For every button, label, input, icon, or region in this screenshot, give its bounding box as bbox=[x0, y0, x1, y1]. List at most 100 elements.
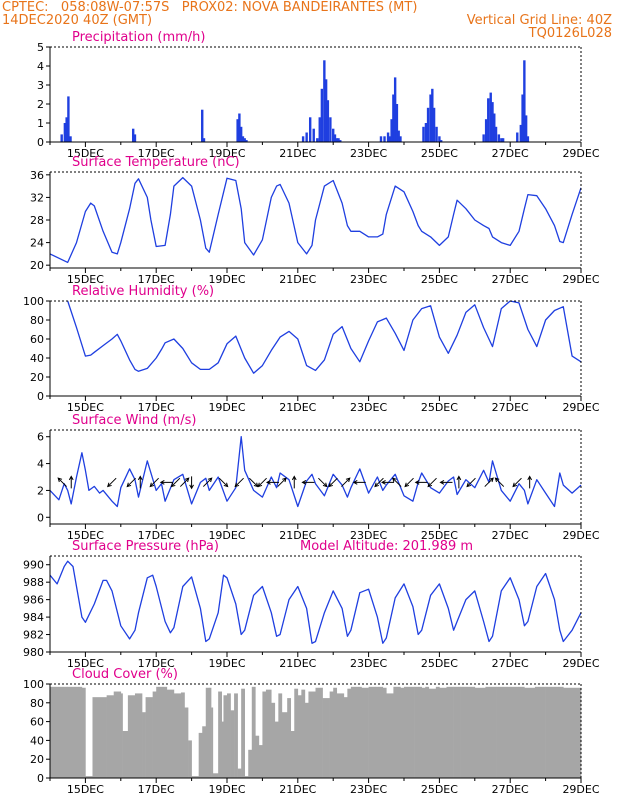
pres-x-tick-label: 23DEC bbox=[350, 657, 387, 670]
cloud-area-segment bbox=[106, 695, 115, 778]
precip-bar bbox=[432, 107, 436, 142]
rh-y-tick-label: 100 bbox=[23, 295, 44, 308]
precip-bar bbox=[390, 119, 393, 142]
wind-arrow bbox=[341, 477, 351, 487]
pres-x-tick-label: 21DEC bbox=[279, 657, 316, 670]
cloud-y-tick-label: 80 bbox=[30, 697, 44, 710]
wind-y-tick-label: 2 bbox=[37, 484, 44, 497]
precip-bar bbox=[324, 79, 328, 142]
temp-y-tick-label: 28 bbox=[30, 214, 44, 227]
cloud-area-segment bbox=[262, 691, 267, 778]
precip-bar bbox=[301, 136, 305, 142]
wind-x-tick-label: 17DEC bbox=[138, 529, 175, 542]
temp-x-tick-label: 23DEC bbox=[350, 273, 387, 286]
pres-x-tick-label: 27DEC bbox=[492, 657, 529, 670]
wind-arrow bbox=[374, 477, 384, 488]
precip-bar bbox=[497, 134, 501, 142]
precip-bar bbox=[395, 104, 399, 142]
rh-title: Relative Humidity (%) bbox=[72, 284, 214, 299]
precip-y-tick-label: 2 bbox=[37, 98, 44, 111]
cloud-area-segment bbox=[134, 693, 143, 778]
precip-x-tick-label: 29DEC bbox=[562, 147, 599, 160]
pres-x-tick-label: 17DEC bbox=[138, 657, 175, 670]
wind-arrow bbox=[170, 477, 181, 488]
precip-bar bbox=[521, 94, 524, 142]
precip-bar bbox=[60, 134, 63, 142]
precip-bar bbox=[484, 119, 488, 142]
precip-bar bbox=[243, 138, 246, 142]
wind-arrow bbox=[391, 477, 402, 487]
cloud-x-tick-label: 27DEC bbox=[492, 783, 529, 796]
cloud-x-tick-label: 21DEC bbox=[279, 783, 316, 796]
wind-y-tick-label: 4 bbox=[37, 458, 44, 471]
cloud-area-segment bbox=[221, 721, 224, 778]
precip-y-tick-label: 0 bbox=[37, 136, 44, 149]
pres-y-tick-label: 990 bbox=[23, 559, 44, 572]
precip-bar bbox=[241, 136, 245, 142]
precip-bar bbox=[133, 134, 137, 142]
rh-y-tick-label: 0 bbox=[37, 390, 44, 403]
cloud-area-segment bbox=[241, 688, 245, 778]
precip-bar bbox=[67, 96, 70, 142]
cloud-area-segment bbox=[173, 693, 182, 778]
wind-title: Surface Wind (m/s) bbox=[72, 413, 196, 428]
cloud-area-segment bbox=[234, 693, 238, 778]
cloud-area-segment bbox=[218, 691, 222, 778]
temp-x-tick-label: 21DEC bbox=[279, 273, 316, 286]
precip-bar bbox=[516, 132, 519, 142]
pres-x-tick-label: 19DEC bbox=[208, 657, 245, 670]
precip-bar bbox=[393, 77, 397, 142]
cloud-area-segment bbox=[333, 687, 338, 778]
temp-y-tick-label: 32 bbox=[30, 191, 44, 204]
temp-x-tick-label: 29DEC bbox=[562, 273, 599, 286]
cloud-area-segment bbox=[237, 768, 242, 778]
temp-x-tick-label: 15DEC bbox=[67, 273, 104, 286]
cloud-area-segment bbox=[563, 687, 582, 778]
header-date: 14DEC2020 40Z (GMT) bbox=[2, 13, 153, 28]
wind-arrow bbox=[277, 477, 287, 487]
pres-x-tick-label: 15DEC bbox=[67, 657, 104, 670]
precip-bar bbox=[482, 134, 485, 142]
wind-arrow bbox=[512, 477, 522, 488]
precip-bar bbox=[131, 128, 135, 142]
cloud-area-segment bbox=[152, 691, 157, 778]
cloud-area-segment bbox=[211, 707, 214, 778]
wind-arrow bbox=[149, 477, 159, 488]
wind-x-tick-label: 23DEC bbox=[350, 529, 387, 542]
precip-bar bbox=[323, 60, 326, 142]
wind-arrow bbox=[494, 477, 505, 487]
wind-arrow bbox=[159, 480, 173, 485]
temp-x-tick-label: 27DEC bbox=[492, 273, 529, 286]
wind-arrow bbox=[527, 475, 533, 489]
cloud-area-segment bbox=[278, 693, 283, 778]
cloud-area-segment bbox=[485, 686, 497, 778]
cloud-area-segment bbox=[301, 689, 306, 778]
precip-bar bbox=[422, 126, 425, 142]
precip-bar bbox=[439, 140, 443, 142]
precip-bar bbox=[397, 130, 400, 142]
cloud-area-segment bbox=[534, 686, 546, 778]
cloud-area-segment bbox=[205, 687, 210, 778]
wind-x-tick-label: 27DEC bbox=[492, 529, 529, 542]
cloud-area-segment bbox=[545, 686, 564, 778]
precip-bar bbox=[438, 136, 441, 142]
precip-bar bbox=[392, 94, 395, 142]
precip-y-tick-label: 5 bbox=[37, 41, 44, 54]
rh-series-line bbox=[67, 300, 582, 374]
pres-subtitle: Model Altitude: 201.989 m bbox=[300, 539, 473, 554]
cloud-area-segment bbox=[382, 687, 387, 778]
cloud-area-segment bbox=[308, 691, 316, 778]
precip-x-tick-label: 23DEC bbox=[350, 147, 387, 160]
wind-arrow bbox=[414, 480, 428, 485]
pres-y-tick-label: 984 bbox=[23, 611, 44, 624]
cloud-area-segment bbox=[496, 686, 511, 778]
precip-bar bbox=[383, 136, 386, 142]
precip-x-tick-label: 15DEC bbox=[67, 147, 104, 160]
precip-bar bbox=[491, 102, 494, 142]
cloud-x-tick-label: 15DEC bbox=[67, 783, 104, 796]
cloud-area-segment bbox=[166, 689, 175, 778]
precip-bar bbox=[318, 117, 321, 142]
cloud-area-segment bbox=[400, 687, 405, 778]
precip-bar bbox=[245, 140, 248, 142]
